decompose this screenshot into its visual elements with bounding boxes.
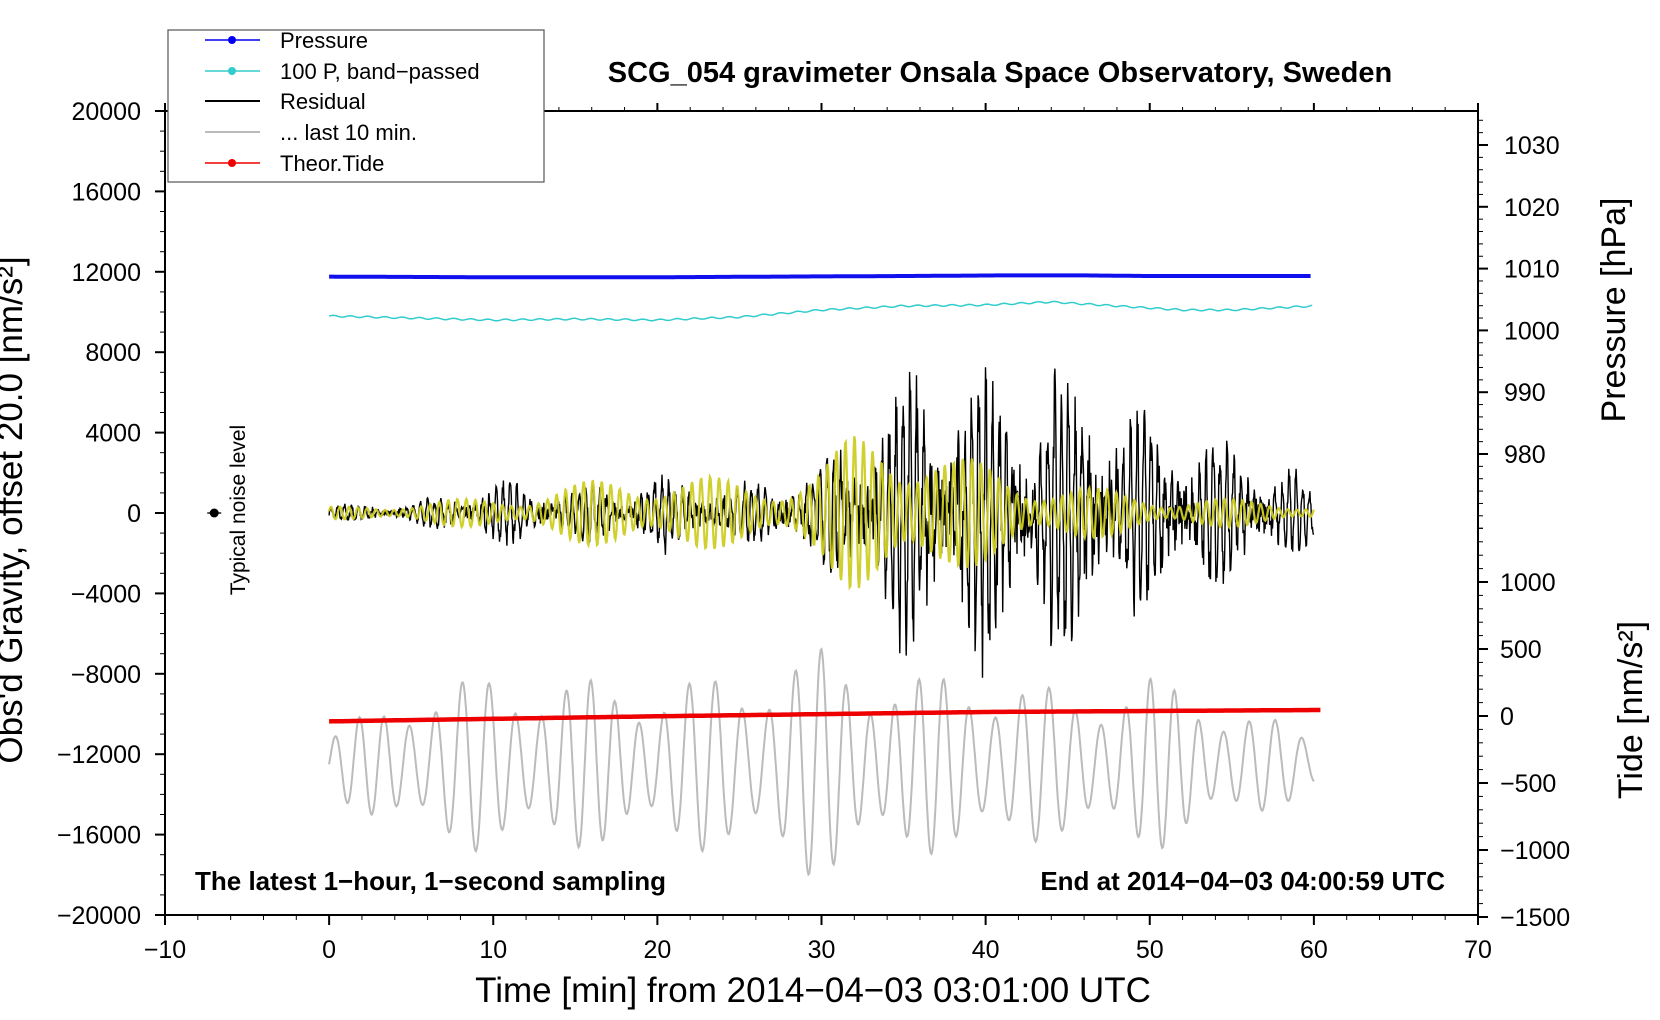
legend-marker-band-passed — [228, 67, 236, 75]
pressure-tick-label: 990 — [1504, 379, 1546, 407]
y-tick-label: 12000 — [71, 259, 141, 287]
y-tick-label: 4000 — [85, 420, 141, 448]
axis-layer: −10 0 10 20 30 40 50 60 702000016000120008000400… — [57, 98, 1570, 964]
y-tick-label: −16000 — [57, 822, 141, 850]
legend-entry-residual: Residual — [205, 89, 366, 114]
y-tick-label: 8000 — [85, 339, 141, 367]
tide-tick-label: −1000 — [1500, 837, 1570, 865]
annotation-end-time: End at 2014−04−03 04:00:59 UTC — [1040, 866, 1445, 896]
x-tick-label: 40 — [972, 936, 1000, 964]
annotation-sampling: The latest 1−hour, 1−second sampling — [195, 866, 666, 896]
y-tick-label: −12000 — [57, 741, 141, 769]
noise-level-marker — [209, 508, 219, 518]
legend-entry-theor-tide: Theor.Tide — [205, 151, 384, 176]
x-tick-label: 0 — [322, 936, 336, 964]
series-band-passed-residual — [328, 436, 1315, 591]
x-tick-label: 20 — [643, 936, 671, 964]
pressure-tick-label: 980 — [1504, 441, 1546, 469]
y-tick-label: 0 — [127, 500, 141, 528]
legend-box — [167, 29, 545, 183]
tide-tick-label: 0 — [1500, 703, 1514, 731]
legend-marker-theor-tide — [228, 159, 236, 167]
x-tick-label: 30 — [808, 936, 836, 964]
legend-marker-pressure — [228, 36, 236, 44]
legend: Pressure 100 P, band−passed Residual ...… — [167, 28, 545, 183]
x-tick-label: −10 — [144, 936, 186, 964]
pressure-tick-label: 1030 — [1504, 132, 1560, 160]
pressure-tick-label: 1000 — [1504, 317, 1560, 345]
legend-label-theor-tide: Theor.Tide — [280, 151, 384, 176]
x-tick-label: 10 — [479, 936, 507, 964]
legend-label-band-passed: 100 P, band−passed — [280, 59, 480, 84]
legend-entry-last-10-min: ... last 10 min. — [205, 120, 417, 145]
chart-title: SCG_054 gravimeter Onsala Space Observat… — [608, 57, 1392, 89]
series-theor-tide — [329, 707, 1321, 724]
y-tick-label: −20000 — [57, 902, 141, 930]
y-tick-label: −8000 — [71, 661, 141, 689]
y-tick-label: 16000 — [71, 178, 141, 206]
x-tick-label: 70 — [1464, 936, 1492, 964]
series-pressure — [329, 273, 1311, 280]
y-axis-label-pressure: Pressure [hPa] — [1595, 198, 1633, 423]
legend-entry-band-passed: 100 P, band−passed — [205, 59, 480, 84]
series-residual — [328, 367, 1315, 678]
noise-level-label: Typical noise level — [227, 425, 250, 595]
tide-tick-label: 500 — [1500, 636, 1542, 664]
tide-tick-label: −1500 — [1500, 904, 1570, 932]
legend-label-pressure: Pressure — [280, 28, 368, 53]
x-axis-label: Time [min] from 2014−04−03 03:01:00 UTC — [475, 971, 1151, 1010]
y-axis-label-left: Obs'd Gravity, offset 20.0 [nm/s²] — [0, 256, 30, 763]
tide-tick-label: −500 — [1500, 770, 1556, 798]
pressure-tick-label: 1010 — [1504, 256, 1560, 284]
pressure-tick-label: 1020 — [1504, 194, 1560, 222]
tide-tick-label: 1000 — [1500, 569, 1556, 597]
y-axis-label-tide: Tide [nm/s²] — [1612, 621, 1650, 799]
series-last-10-min — [328, 647, 1315, 877]
x-tick-label: 50 — [1136, 936, 1164, 964]
legend-entry-pressure: Pressure — [205, 28, 368, 53]
x-tick-label: 60 — [1300, 936, 1328, 964]
y-tick-label: −4000 — [71, 580, 141, 608]
series-layer — [207, 273, 1321, 877]
series-100p-band-passed — [328, 300, 1313, 322]
y-tick-label: 20000 — [71, 98, 141, 126]
legend-label-last-10-min: ... last 10 min. — [280, 120, 417, 145]
legend-label-residual: Residual — [280, 89, 366, 114]
